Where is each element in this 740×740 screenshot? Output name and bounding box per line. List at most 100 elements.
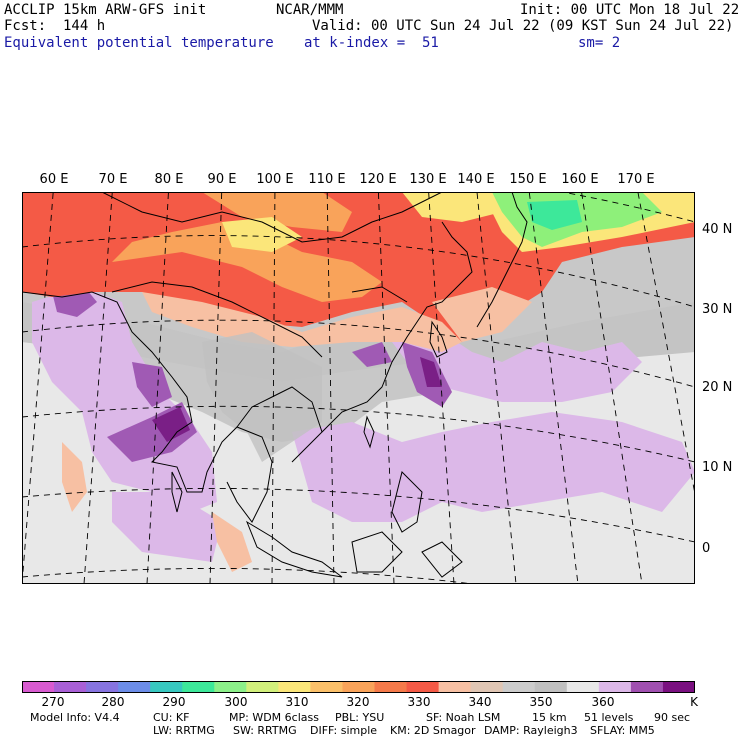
colorbar-swatch xyxy=(214,681,247,693)
lat-label: 30 N xyxy=(702,302,733,317)
colorbar-label: 300 xyxy=(224,695,248,709)
lon-line xyxy=(637,192,695,497)
colorbar-swatch xyxy=(278,681,311,693)
colorbar-swatch xyxy=(502,681,536,693)
lon-line xyxy=(377,192,395,584)
smoothing-info: sm= 2 xyxy=(578,35,621,51)
coastline xyxy=(321,221,473,433)
colorbar-swatch xyxy=(566,681,600,693)
purple-region xyxy=(132,362,172,407)
land-pink xyxy=(62,442,87,512)
land-gray xyxy=(202,332,322,462)
coastline xyxy=(22,291,273,523)
colorbar-label: 360 xyxy=(591,695,615,709)
colorbar-unit: K xyxy=(690,695,698,709)
footer-cu: CU: KF xyxy=(153,711,190,724)
field-name: Equivalent potential temperature xyxy=(4,35,274,51)
lon-label: 160 E xyxy=(561,172,599,187)
lon-line xyxy=(146,192,169,584)
colorbar-label: 330 xyxy=(407,695,431,709)
footer-diff: DIFF: simple xyxy=(310,724,378,737)
colorbar-label: 340 xyxy=(468,695,492,709)
lon-line xyxy=(528,192,579,584)
footer-sflay: SFLAY: MM5 xyxy=(590,724,655,737)
lat-label: 40 N xyxy=(702,222,733,237)
lilac-region xyxy=(112,492,222,562)
footer-timestep: 90 sec xyxy=(654,711,691,724)
land-pink xyxy=(212,512,252,572)
lon-label: 140 E xyxy=(457,172,495,187)
footer-km: KM: 2D Smagor xyxy=(390,724,476,737)
colorbar-swatch xyxy=(470,681,504,693)
footer-levels: 51 levels xyxy=(584,711,634,724)
lon-label: 80 E xyxy=(154,172,184,187)
purple-region xyxy=(352,342,392,367)
theta-e-map xyxy=(22,192,695,584)
lon-line xyxy=(476,192,517,584)
colorbar-swatch xyxy=(54,681,87,693)
yellow-region xyxy=(222,217,302,252)
lon-line xyxy=(22,192,54,584)
footer-model-info: Model Info: V4.4 xyxy=(30,711,120,724)
lon-label: 120 E xyxy=(359,172,397,187)
level-info: at k-index = 51 xyxy=(304,35,439,51)
colorbar-label: 320 xyxy=(346,695,370,709)
coastline xyxy=(111,281,323,358)
footer-mp: MP: WDM 6class xyxy=(229,711,319,724)
lon-line xyxy=(271,192,276,584)
lon-label: 100 E xyxy=(256,172,294,187)
footer-pbl: PBL: YSU xyxy=(335,711,385,724)
lon-line xyxy=(83,192,113,584)
footer-damp: DAMP: Rayleigh3 xyxy=(484,724,578,737)
orange-region xyxy=(112,222,382,302)
coastline xyxy=(351,286,408,303)
colorbar-swatch xyxy=(342,681,376,693)
lat-label: 0 xyxy=(702,541,711,556)
colorbar-swatch xyxy=(438,681,472,693)
colorbar-frame xyxy=(22,681,695,693)
colorbar-label: 350 xyxy=(529,695,553,709)
footer-lw: LW: RRTMG xyxy=(153,724,215,737)
lon-line xyxy=(326,192,335,584)
model-title: ACCLIP 15km ARW-GFS init xyxy=(4,2,207,18)
colorbar-label: 270 xyxy=(41,695,65,709)
dark-purple-region xyxy=(152,407,190,442)
colorbar-swatch xyxy=(534,681,568,693)
colorbar-swatch xyxy=(22,681,55,693)
green-region xyxy=(527,200,582,230)
coastline xyxy=(245,520,343,578)
colorbar-swatch xyxy=(86,681,119,693)
coastline xyxy=(391,471,423,533)
coastline xyxy=(236,386,323,463)
colorbar-swatch xyxy=(118,681,151,693)
colorbar-swatch xyxy=(310,681,343,693)
lon-label: 70 E xyxy=(98,172,128,187)
coastline xyxy=(363,415,375,449)
lilac-region xyxy=(32,287,217,512)
lat-label: 10 N xyxy=(702,460,733,475)
colorbar-swatch xyxy=(662,681,695,693)
lon-label: 170 E xyxy=(617,172,655,187)
lon-label: 90 E xyxy=(207,172,237,187)
footer-resolution: 15 km xyxy=(532,711,567,724)
lon-label: 60 E xyxy=(39,172,69,187)
lon-line xyxy=(581,192,643,584)
coastline xyxy=(476,192,528,328)
colorbar-swatch xyxy=(182,681,215,693)
lilac-region xyxy=(392,332,642,402)
colorbar-swatch xyxy=(598,681,632,693)
lilac-region xyxy=(292,412,695,522)
map-frame xyxy=(22,192,695,584)
orange-region xyxy=(202,192,352,232)
colorbar-swatch xyxy=(150,681,183,693)
coastline xyxy=(101,192,443,243)
colorbar-swatch xyxy=(246,681,279,693)
coastline xyxy=(171,471,183,513)
colorbar xyxy=(22,681,695,693)
colorbar-label: 310 xyxy=(285,695,309,709)
valid-time: Valid: 00 UTC Sun 24 Jul 22 (09 KST Sun … xyxy=(312,18,734,34)
dark-purple-region xyxy=(420,357,442,387)
forecast-hour: Fcst: 144 h xyxy=(4,18,106,34)
footer-sw: SW: RRTMG xyxy=(233,724,297,737)
lon-label: 130 E xyxy=(409,172,447,187)
